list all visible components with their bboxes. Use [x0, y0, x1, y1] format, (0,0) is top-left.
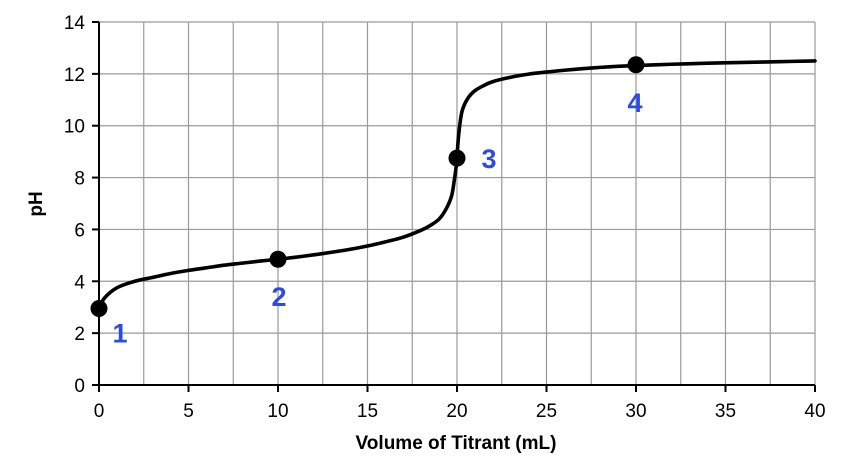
x-tick-label: 0: [94, 401, 105, 422]
y-tick-label: 0: [74, 376, 85, 397]
axes-layer: [92, 21, 816, 392]
point-label-1: 1: [112, 319, 127, 349]
highlight-point-4: [627, 56, 645, 74]
x-tick-label: 15: [357, 401, 378, 422]
y-tick-labels: 0 2 4 6 8 10 12 14: [64, 13, 86, 397]
y-tick-label: 2: [74, 324, 85, 345]
x-tick-label: 30: [625, 401, 646, 422]
x-tick-label: 5: [183, 401, 194, 422]
x-axis-title: Volume of Titrant (mL): [356, 433, 557, 454]
x-tick-label: 40: [804, 401, 825, 422]
highlight-point-2: [269, 250, 287, 268]
y-tick-label: 4: [74, 272, 85, 293]
x-tick-label: 10: [267, 401, 288, 422]
highlight-point-1: [90, 300, 108, 318]
curve-layer: [97, 59, 817, 311]
grid-layer: [99, 21, 816, 385]
y-tick-label: 8: [74, 169, 85, 190]
point-label-4: 4: [627, 88, 642, 118]
points-layer: [90, 56, 645, 318]
point-label-2: 2: [271, 282, 286, 312]
titration-curve: [97, 59, 817, 311]
x-tick-label: 35: [715, 401, 736, 422]
y-tick-label: 10: [64, 117, 85, 138]
highlight-point-3: [448, 149, 466, 167]
x-tick-labels: 0 5 10 15 20 25 30 35 40: [94, 401, 826, 422]
x-tick-label: 25: [536, 401, 557, 422]
x-tick-label: 20: [446, 401, 467, 422]
y-tick-label: 12: [64, 65, 85, 86]
point-labels-layer: 1 2 3 4: [112, 88, 642, 349]
y-tick-label: 6: [74, 220, 85, 241]
point-label-3: 3: [481, 144, 496, 174]
y-axis-title: pH: [26, 191, 47, 216]
y-tick-label: 14: [64, 13, 86, 34]
